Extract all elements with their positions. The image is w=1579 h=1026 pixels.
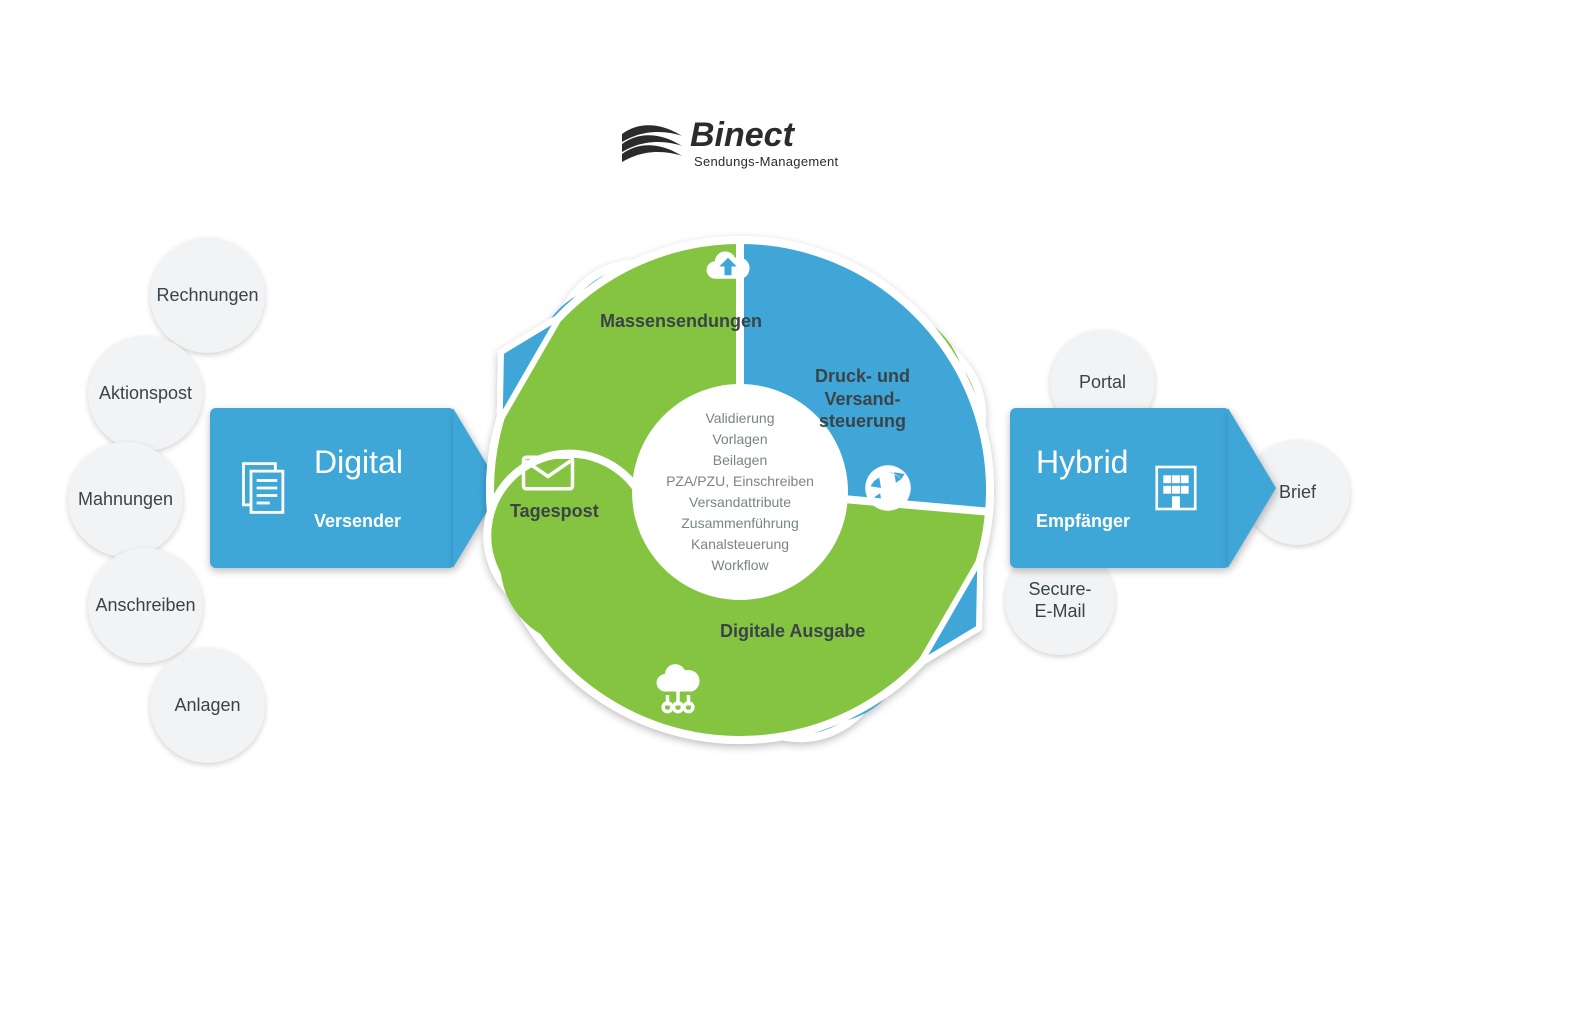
bubble-left-3: Anschreiben bbox=[88, 548, 203, 663]
segment-label-tagespost: Tagespost bbox=[510, 500, 599, 523]
center-item: Vorlagen bbox=[712, 429, 767, 450]
sender-banner: Digital Versender bbox=[210, 408, 455, 568]
recipient-banner: Hybrid Empfänger bbox=[1010, 408, 1230, 568]
sender-banner-title: Digital bbox=[314, 444, 403, 481]
building-icon bbox=[1148, 458, 1204, 518]
recipient-banner-arrowhead bbox=[1228, 408, 1276, 568]
diagram-stage: Binect Sendungs-Management RechnungenAkt… bbox=[0, 0, 1579, 1026]
bubble-left-4: Anlagen bbox=[150, 648, 265, 763]
segment-label-massensendungen: Massensendungen bbox=[600, 310, 762, 333]
bubble-left-1: Aktionspost bbox=[88, 336, 203, 451]
bubble-left-2: Mahnungen bbox=[68, 442, 183, 557]
mail-icon bbox=[520, 445, 576, 501]
center-item: Validierung bbox=[705, 408, 774, 429]
center-item: Beilagen bbox=[713, 450, 768, 471]
recipient-banner-subtitle: Empfänger bbox=[1036, 511, 1130, 532]
logo-subtitle: Sendungs-Management bbox=[690, 154, 838, 169]
logo-waves-icon bbox=[620, 124, 684, 164]
bubble-left-0: Rechnungen bbox=[150, 238, 265, 353]
logo-title: Binect bbox=[690, 118, 838, 152]
wheel-center-disc: ValidierungVorlagenBeilagenPZA/PZU, Eins… bbox=[640, 392, 840, 592]
brand-logo: Binect Sendungs-Management bbox=[620, 118, 838, 169]
cloud-network-icon bbox=[650, 660, 706, 716]
center-item: Workflow bbox=[711, 555, 768, 576]
center-item: PZA/PZU, Einschreiben bbox=[666, 471, 814, 492]
sender-banner-subtitle: Versender bbox=[314, 511, 403, 532]
segment-label-digitale: Digitale Ausgabe bbox=[720, 620, 865, 643]
segment-label-druck: Druck- undVersand-steuerung bbox=[815, 365, 910, 433]
cloud-upload-icon bbox=[700, 235, 756, 291]
process-wheel: ValidierungVorlagenBeilagenPZA/PZU, Eins… bbox=[460, 210, 1020, 770]
center-item: Versandattribute bbox=[689, 492, 791, 513]
center-item: Kanalsteuerung bbox=[691, 534, 789, 555]
documents-icon bbox=[236, 458, 296, 518]
recycle-icon bbox=[860, 460, 916, 516]
center-item: Zusammenführung bbox=[681, 513, 799, 534]
recipient-banner-title: Hybrid bbox=[1036, 444, 1130, 481]
